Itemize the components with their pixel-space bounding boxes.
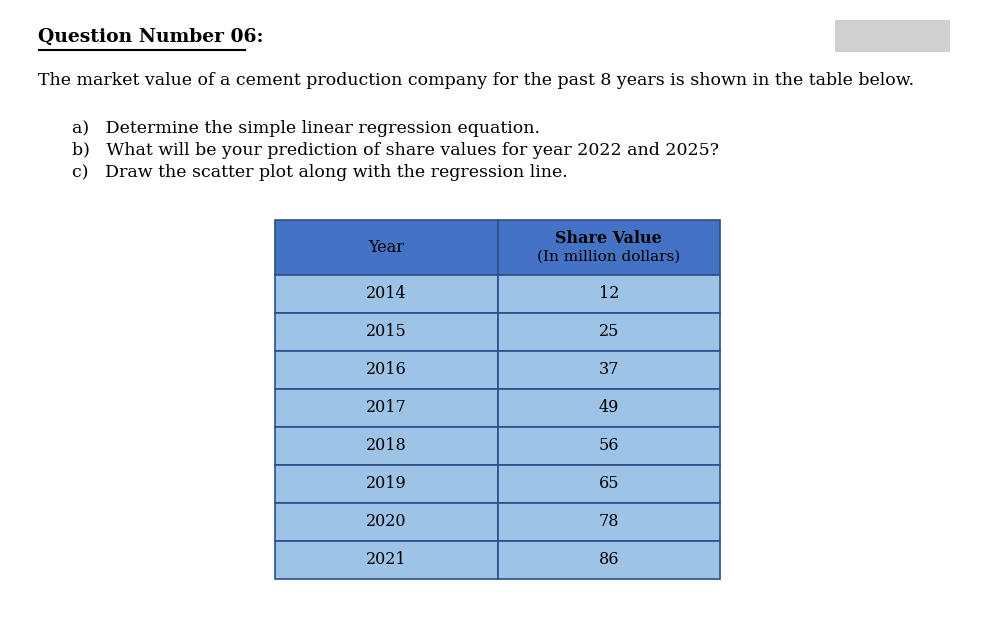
FancyBboxPatch shape	[275, 275, 498, 313]
FancyBboxPatch shape	[498, 389, 720, 427]
FancyBboxPatch shape	[498, 541, 720, 579]
Text: 78: 78	[598, 514, 619, 531]
FancyBboxPatch shape	[498, 351, 720, 389]
FancyBboxPatch shape	[275, 389, 498, 427]
Text: 49: 49	[598, 399, 619, 417]
FancyBboxPatch shape	[498, 275, 720, 313]
Text: 25: 25	[598, 323, 619, 340]
FancyBboxPatch shape	[275, 220, 498, 275]
FancyBboxPatch shape	[275, 541, 498, 579]
Text: c)   Draw the scatter plot along with the regression line.: c) Draw the scatter plot along with the …	[72, 164, 567, 181]
Text: 2019: 2019	[366, 476, 407, 493]
Text: 65: 65	[598, 476, 619, 493]
Text: 2018: 2018	[366, 437, 407, 455]
Text: 2014: 2014	[366, 285, 407, 302]
Text: Share Value: Share Value	[556, 230, 662, 247]
Text: The market value of a cement production company for the past 8 years is shown in: The market value of a cement production …	[38, 72, 914, 89]
FancyBboxPatch shape	[275, 503, 498, 541]
Text: 12: 12	[598, 285, 619, 302]
Text: 2016: 2016	[366, 361, 407, 378]
Text: 37: 37	[598, 361, 619, 378]
FancyBboxPatch shape	[835, 20, 950, 52]
Text: Year: Year	[368, 239, 405, 256]
Text: 2021: 2021	[366, 552, 407, 569]
Text: 56: 56	[598, 437, 619, 455]
FancyBboxPatch shape	[275, 313, 498, 351]
FancyBboxPatch shape	[498, 503, 720, 541]
Text: 2020: 2020	[366, 514, 407, 531]
FancyBboxPatch shape	[498, 220, 720, 275]
FancyBboxPatch shape	[498, 313, 720, 351]
Text: 2017: 2017	[366, 399, 407, 417]
Text: (In million dollars): (In million dollars)	[537, 250, 681, 264]
FancyBboxPatch shape	[498, 427, 720, 465]
Text: Question Number 06:: Question Number 06:	[38, 28, 264, 46]
Text: a)   Determine the simple linear regression equation.: a) Determine the simple linear regressio…	[72, 120, 540, 137]
FancyBboxPatch shape	[275, 351, 498, 389]
Text: 86: 86	[598, 552, 619, 569]
FancyBboxPatch shape	[498, 465, 720, 503]
Text: 2015: 2015	[366, 323, 407, 340]
FancyBboxPatch shape	[275, 465, 498, 503]
FancyBboxPatch shape	[275, 427, 498, 465]
Text: b)   What will be your prediction of share values for year 2022 and 2025?: b) What will be your prediction of share…	[72, 142, 719, 159]
